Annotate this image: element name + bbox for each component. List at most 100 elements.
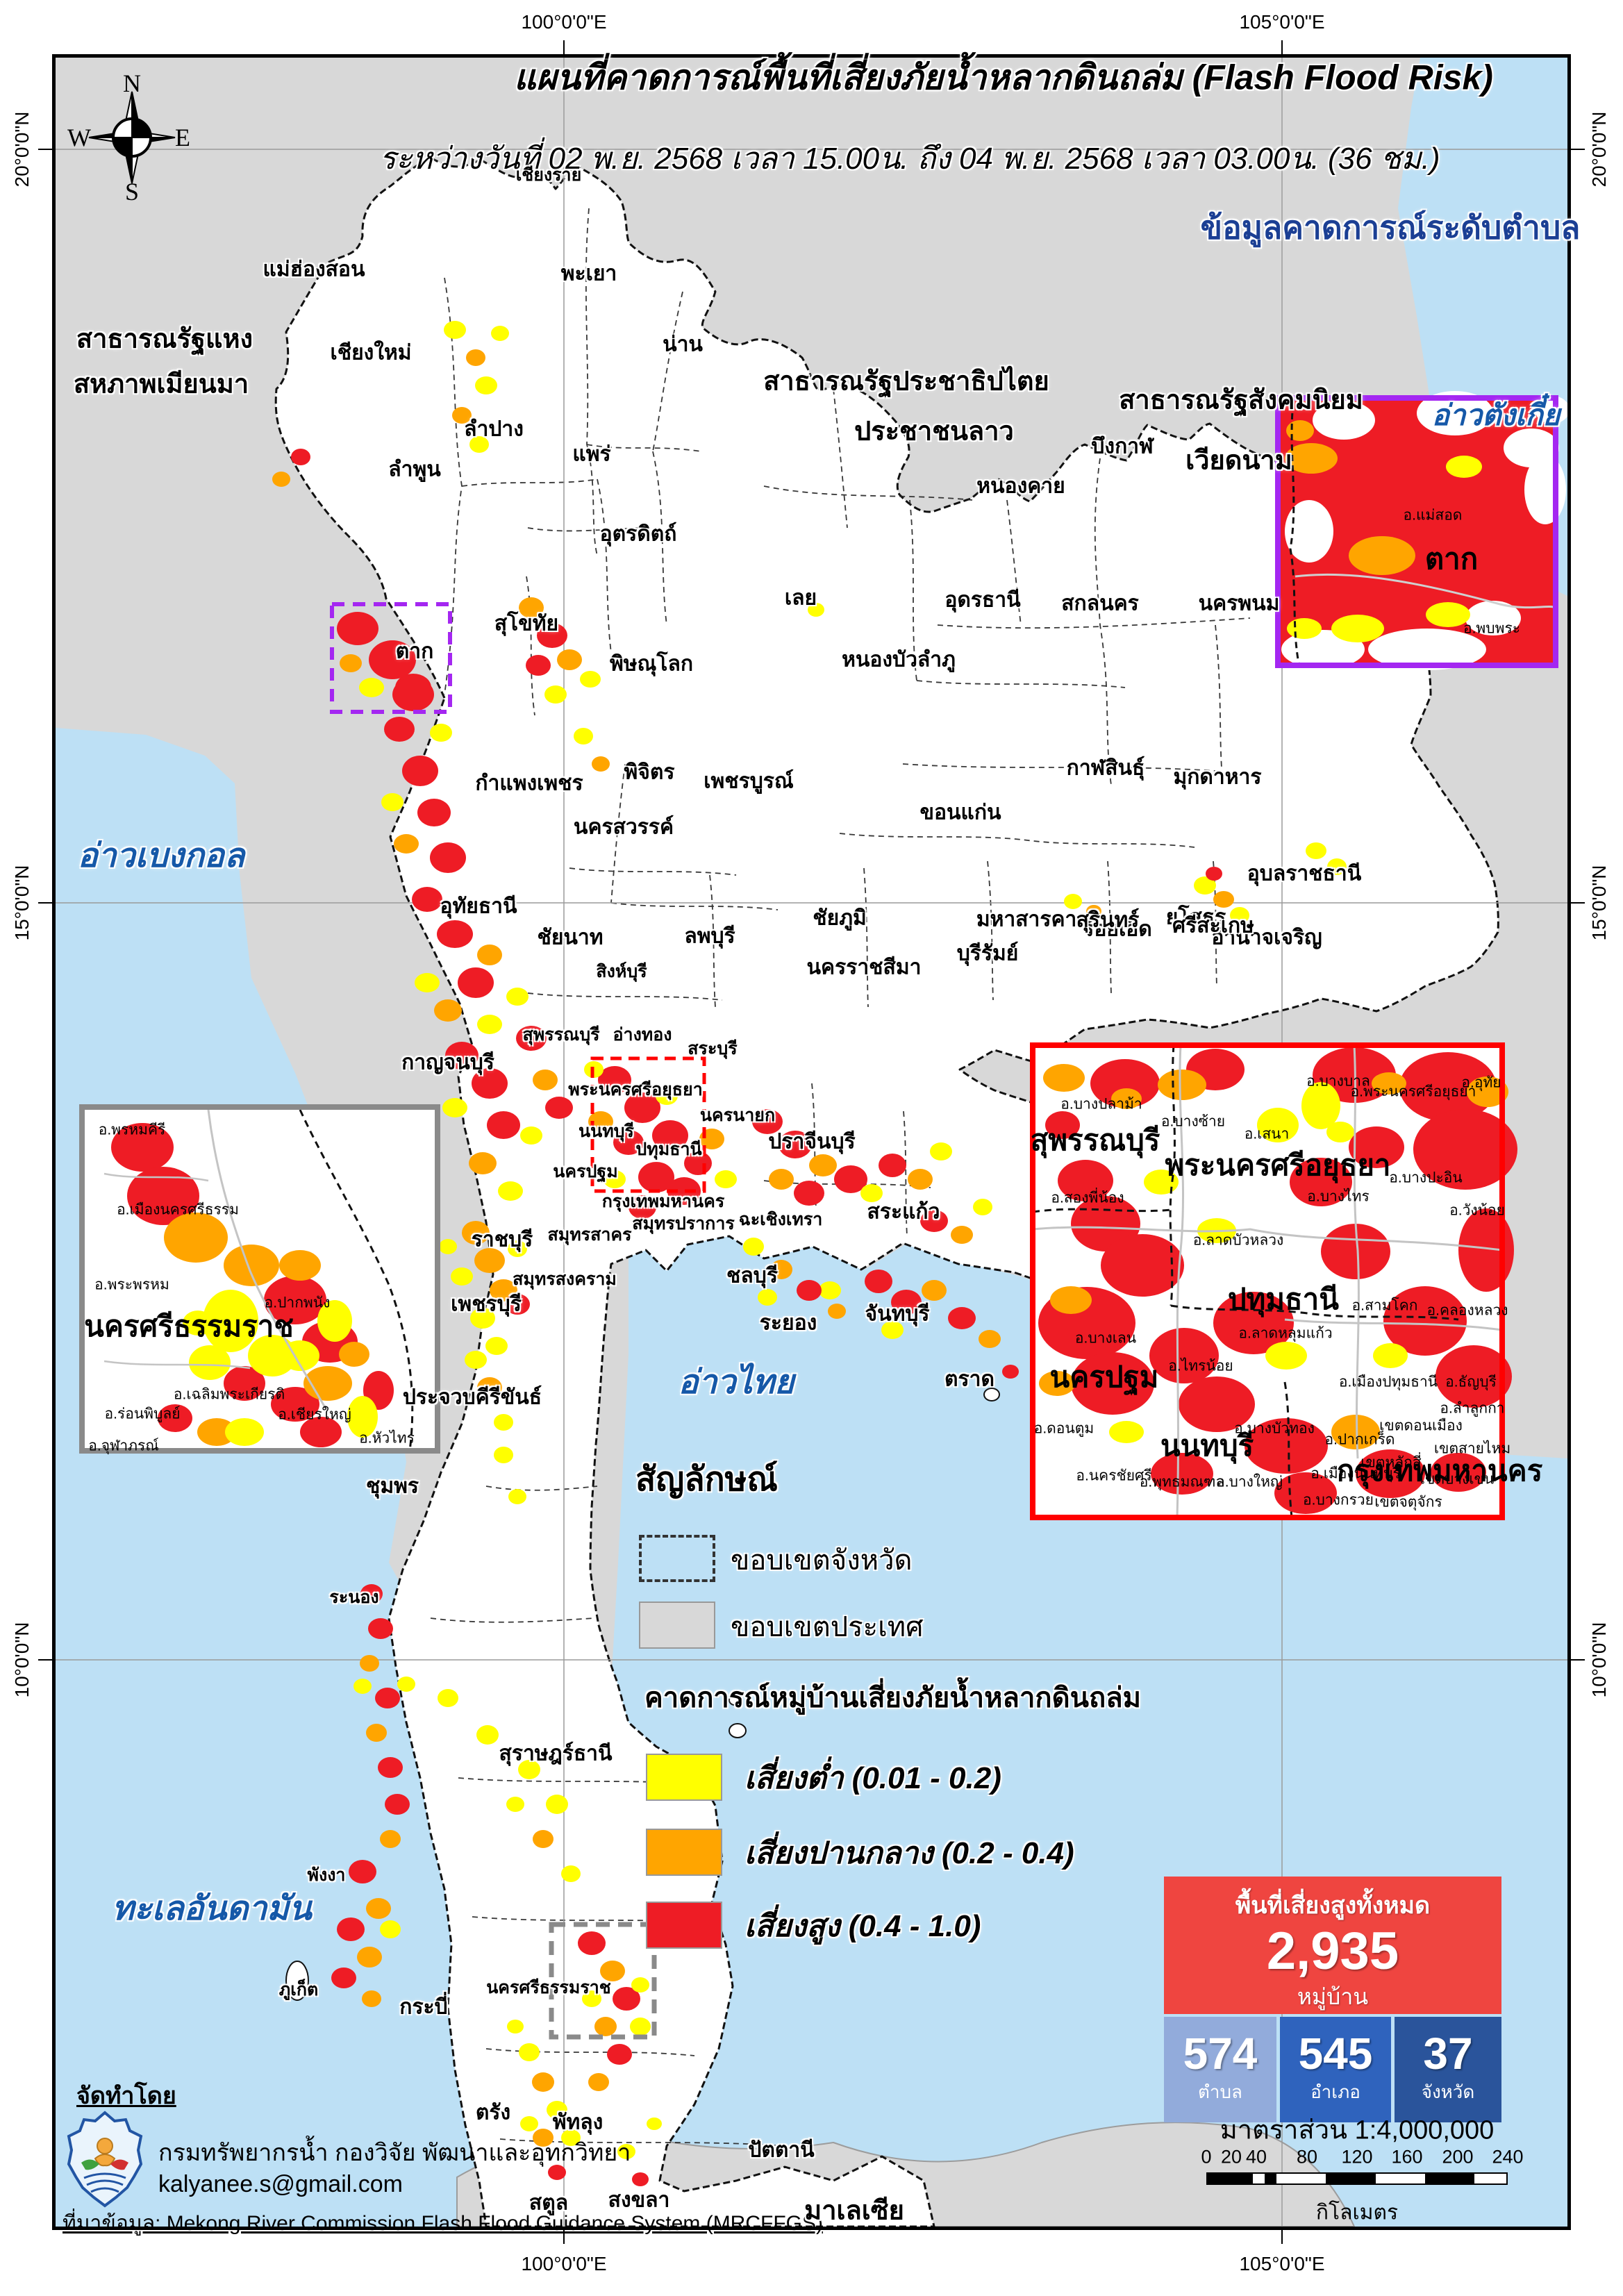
tick-mark <box>38 1659 52 1661</box>
risk-patch <box>470 1308 495 1329</box>
risk-patch <box>469 436 489 453</box>
tick-mark <box>563 2230 565 2244</box>
risk-patch <box>392 678 434 711</box>
risk-patch <box>598 1066 631 1094</box>
risk-patch <box>920 1210 948 1232</box>
risk-patch <box>973 1199 992 1215</box>
risk-medium-label: เสี่ยงปานกลาง (0.2 - 0.4) <box>744 1836 1074 1870</box>
risk-patch <box>604 1170 626 1188</box>
tick-mark <box>563 40 565 54</box>
risk-patch <box>357 1947 382 1968</box>
risk-patch <box>1086 905 1101 917</box>
risk-patch <box>819 1281 841 1299</box>
risk-patch <box>520 1126 542 1145</box>
risk-patch <box>797 1280 822 1301</box>
map-label: 15°0'0"N <box>11 865 33 941</box>
risk-patch <box>1326 1122 1354 1142</box>
risk-patch <box>1435 1345 1512 1408</box>
map-label: 10°0'0"N <box>1588 1622 1610 1698</box>
risk-patch <box>519 2043 540 2061</box>
map-label: 100°0'0"E <box>521 11 607 33</box>
risk-patch <box>127 1167 199 1225</box>
risk-patch <box>1417 391 1493 435</box>
tick-mark <box>1571 902 1585 904</box>
risk-patch <box>1313 401 1375 440</box>
risk-patch <box>1327 858 1347 875</box>
stat-tambon-label: ตำบล <box>1198 2081 1242 2102</box>
risk-patch <box>1465 601 1521 635</box>
risk-patch <box>758 1289 777 1306</box>
risk-patch <box>1206 867 1222 881</box>
risk-patch <box>271 1387 319 1422</box>
risk-patch <box>834 1165 867 1193</box>
risk-patch <box>1372 1072 1406 1095</box>
risk-patch <box>1287 618 1322 639</box>
risk-patch <box>519 597 544 618</box>
stat-amphoe-label: อำเภอ <box>1310 2081 1360 2102</box>
risk-patch <box>624 1092 660 1123</box>
phuket-island <box>285 1961 309 2001</box>
stat-title: พื้นที่เสี่ยงสูงทั้งหมด <box>1235 1892 1431 1919</box>
risk-low-label: เสี่ยงต่ำ (0.01 - 0.2) <box>744 1761 1001 1795</box>
focus-box-south <box>549 1922 657 2040</box>
risk-patch <box>1179 1376 1255 1432</box>
risk-patch <box>520 2116 538 2131</box>
risk-patch <box>1064 894 1082 909</box>
risk-patch <box>472 1068 508 1099</box>
risk-patch <box>362 1990 381 2007</box>
risk-patch <box>1285 500 1333 563</box>
risk-patch <box>1050 1286 1092 1314</box>
risk-patch <box>1111 1088 1142 1109</box>
risk-patch <box>339 1342 369 1367</box>
high-risk-total-box: พื้นที่เสี่ยงสูงทั้งหมด 2,935 หมู่บ้าน <box>1164 1877 1501 2014</box>
risk-patch <box>1213 891 1234 908</box>
risk-patch <box>430 842 466 873</box>
risk-patch <box>1245 1418 1328 1474</box>
risk-patch <box>317 1300 352 1342</box>
risk-patch <box>1285 443 1338 474</box>
risk-patch <box>378 1757 403 1778</box>
risk-patch <box>979 1330 1001 1348</box>
risk-patch <box>547 2101 567 2119</box>
risk-patch <box>469 1152 497 1174</box>
risk-patch <box>1058 1160 1113 1201</box>
risk-patch <box>1458 1208 1514 1292</box>
risk-patch <box>1257 1108 1299 1142</box>
risk-patch <box>158 1404 192 1432</box>
risk-patch <box>466 349 485 366</box>
risk-patch <box>652 1120 688 1151</box>
risk-patch <box>1383 1286 1467 1356</box>
map-label: 10°0'0"N <box>11 1622 33 1698</box>
risk-patch <box>1045 1111 1080 1139</box>
risk-patch <box>532 2072 554 2092</box>
risk-patch <box>1321 1224 1390 1279</box>
map-label: 105°0'0"E <box>1239 2253 1325 2274</box>
island <box>983 1388 1000 1401</box>
risk-patch <box>1467 1076 1508 1107</box>
risk-patch <box>197 1418 236 1446</box>
risk-patch <box>647 2118 662 2130</box>
stat-tambon-count: 574 <box>1183 2029 1258 2079</box>
risk-patch <box>557 649 582 670</box>
risk-patch <box>359 678 384 697</box>
risk-patch <box>1149 1328 1219 1383</box>
risk-patch <box>631 1977 649 1993</box>
risk-patch <box>487 1111 520 1139</box>
risk-patch <box>607 2044 632 2065</box>
risk-patch <box>908 1169 933 1190</box>
risk-patch <box>380 1920 401 1938</box>
bay-of-bengal-andaman-sea <box>56 728 694 2227</box>
risk-patch <box>1109 1421 1144 1443</box>
risk-patch <box>437 920 473 948</box>
risk-patch <box>384 717 415 742</box>
risk-patch <box>475 376 497 394</box>
risk-patch <box>445 1042 478 1070</box>
risk-heading: คาดการณ์หมู่บ้านเสี่ยงภัยน้ำหลากดินถล่ม <box>644 1683 1142 1713</box>
risk-patch <box>1399 1052 1497 1122</box>
risk-patch <box>331 1968 356 1988</box>
risk-high-swatch <box>646 1902 722 1949</box>
risk-patch <box>337 612 378 645</box>
focus-box-central <box>590 1056 706 1193</box>
risk-patch <box>948 1307 976 1329</box>
contact-email[interactable]: kalyanee.s@gmail.com <box>158 2171 403 2197</box>
